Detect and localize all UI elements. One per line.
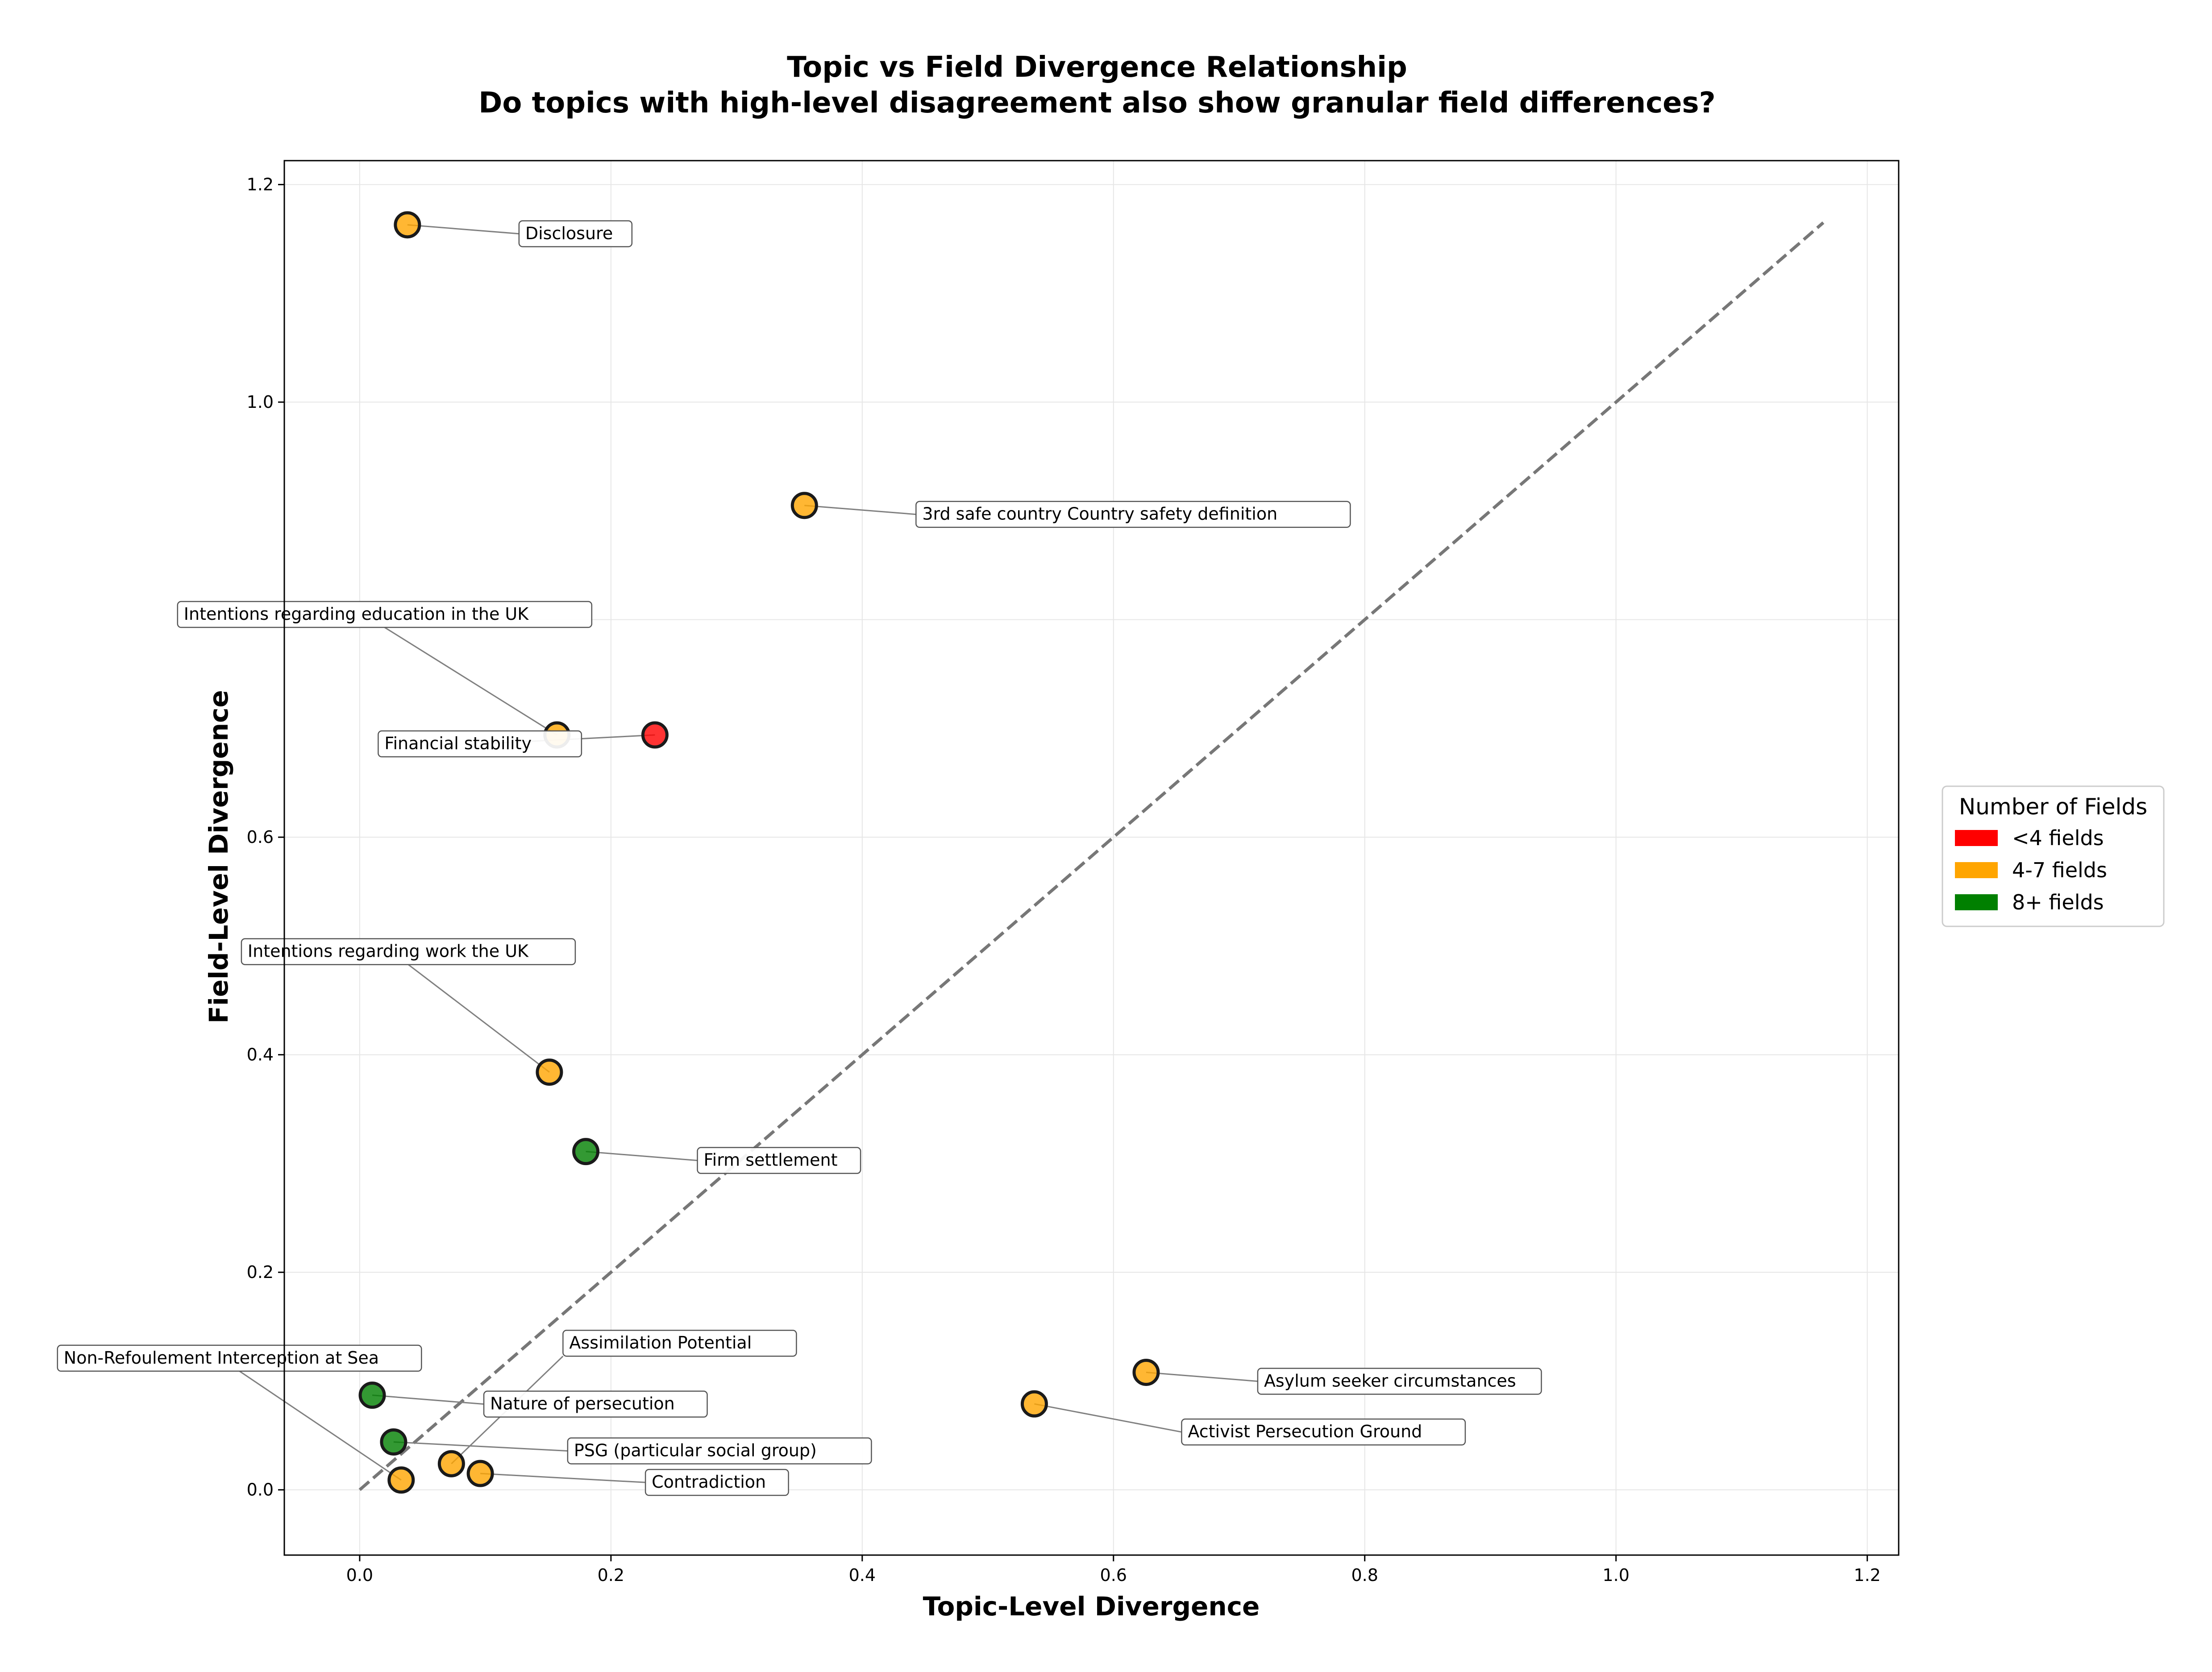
- point-label: Intentions regarding education in the UK: [184, 604, 529, 624]
- point-label: PSG (particular social group): [574, 1440, 817, 1460]
- x-axis-title: Topic-Level Divergence: [923, 1591, 1260, 1622]
- legend-label: <4 fields: [2012, 826, 2104, 850]
- diagonal-reference-line: [358, 221, 1825, 1491]
- legend-title: Number of Fields: [1959, 794, 2147, 820]
- x-axis-ticks: 0.0 0.2 0.4 0.6 0.8 1.0 1.2: [346, 1555, 1881, 1585]
- chart-title: Topic vs Field Divergence Relationship: [787, 51, 1407, 84]
- y-axis-title: Field-Level Divergence: [204, 690, 234, 1023]
- point-label-box: [378, 730, 582, 758]
- x-tick-label: 0.4: [849, 1565, 876, 1585]
- x-tick-label: 0.2: [598, 1565, 624, 1585]
- data-point: [380, 1428, 407, 1456]
- point-label: Activist Persecution Ground: [1188, 1422, 1422, 1441]
- annotation-leader: [1034, 1403, 1182, 1433]
- annotation-leader: [804, 505, 916, 515]
- data-point: [790, 492, 818, 519]
- x-tick-label: 1.2: [1854, 1565, 1880, 1585]
- data-points: [358, 211, 1160, 1494]
- data-point: [394, 211, 421, 239]
- legend-box: [1942, 785, 2165, 927]
- point-label-box: [567, 1437, 872, 1465]
- point-label-box: [915, 501, 1351, 528]
- point-label-box: [1181, 1418, 1466, 1446]
- point-label-box: [697, 1147, 861, 1174]
- data-point: [641, 721, 669, 749]
- x-tick-label: 0.6: [1100, 1565, 1127, 1585]
- x-tick-label: 0.0: [346, 1565, 373, 1585]
- point-label: 3rd safe country Country safety definiti…: [922, 504, 1277, 524]
- annotation-leader: [384, 626, 557, 736]
- legend-items: <4 fields 4-7 fields 8+ fields: [1955, 826, 2107, 914]
- legend-swatch: [1955, 830, 1998, 846]
- legend-label: 4-7 fields: [2012, 858, 2107, 882]
- point-label-box: [483, 1390, 708, 1418]
- data-point: [572, 1138, 600, 1166]
- legend-label: 8+ fields: [2012, 890, 2104, 914]
- annotation-leader: [586, 1151, 698, 1162]
- data-point: [536, 1058, 563, 1086]
- point-label-box: [518, 220, 633, 248]
- y-tick-label: 1.2: [247, 175, 274, 195]
- y-tick-label: 0.0: [247, 1480, 274, 1500]
- point-label: Nature of persecution: [490, 1394, 675, 1414]
- legend-swatch: [1955, 862, 1998, 878]
- data-point: [466, 1460, 494, 1487]
- point-label-box: [241, 938, 576, 965]
- x-tick-label: 1.0: [1602, 1565, 1629, 1585]
- point-label: Financial stability: [384, 734, 532, 753]
- plot-area-frame: [283, 160, 1900, 1556]
- annotation-leader: [393, 1441, 568, 1452]
- y-tick-label: 0.2: [247, 1262, 274, 1282]
- point-label-box: [1257, 1368, 1542, 1395]
- annotation-leader: [1146, 1371, 1258, 1382]
- annotation-leaders: [239, 224, 1258, 1483]
- point-label: Disclosure: [525, 224, 613, 243]
- annotation-leader: [372, 1394, 484, 1405]
- data-point: [1132, 1358, 1160, 1386]
- y-tick-label: 0.6: [247, 827, 274, 847]
- annotation-leader: [407, 224, 519, 235]
- annotation-leader: [239, 1370, 402, 1481]
- point-label: Intentions regarding work the UK: [248, 942, 529, 961]
- diagonal-line: [358, 221, 1825, 1491]
- x-tick-label: 0.8: [1351, 1565, 1378, 1585]
- point-label: Contradiction: [652, 1472, 766, 1492]
- annotation-leader: [408, 964, 550, 1073]
- y-axis-ticks: 0.0 0.2 0.4 0.6 1.0 1.2: [247, 175, 284, 1500]
- y-tick-label: 1.0: [247, 392, 274, 412]
- data-point: [358, 1382, 386, 1409]
- data-point: [437, 1450, 465, 1477]
- point-label-box: [644, 1469, 789, 1496]
- point-labels: Disclosure 3rd safe country Country safet…: [57, 220, 1542, 1496]
- point-label-box: [177, 601, 593, 628]
- point-label: Non-Refoulement Interception at Sea: [64, 1348, 379, 1368]
- legend: Number of Fields <4 fields 4-7 fields 8+ f…: [1942, 785, 2165, 927]
- chart-subtitle: Do topics with high-level disagreement a…: [478, 87, 1716, 120]
- point-label-box: [562, 1329, 797, 1357]
- point-label: Assimilation Potential: [569, 1333, 752, 1353]
- point-label-box: [57, 1344, 422, 1372]
- annotation-leader: [480, 1473, 646, 1483]
- point-label: Firm settlement: [704, 1150, 838, 1170]
- legend-swatch: [1955, 894, 1998, 910]
- data-point: [1020, 1390, 1048, 1418]
- y-tick-label: 0.4: [247, 1045, 274, 1065]
- data-point: [387, 1466, 415, 1494]
- point-label: Asylum seeker circumstances: [1264, 1371, 1516, 1390]
